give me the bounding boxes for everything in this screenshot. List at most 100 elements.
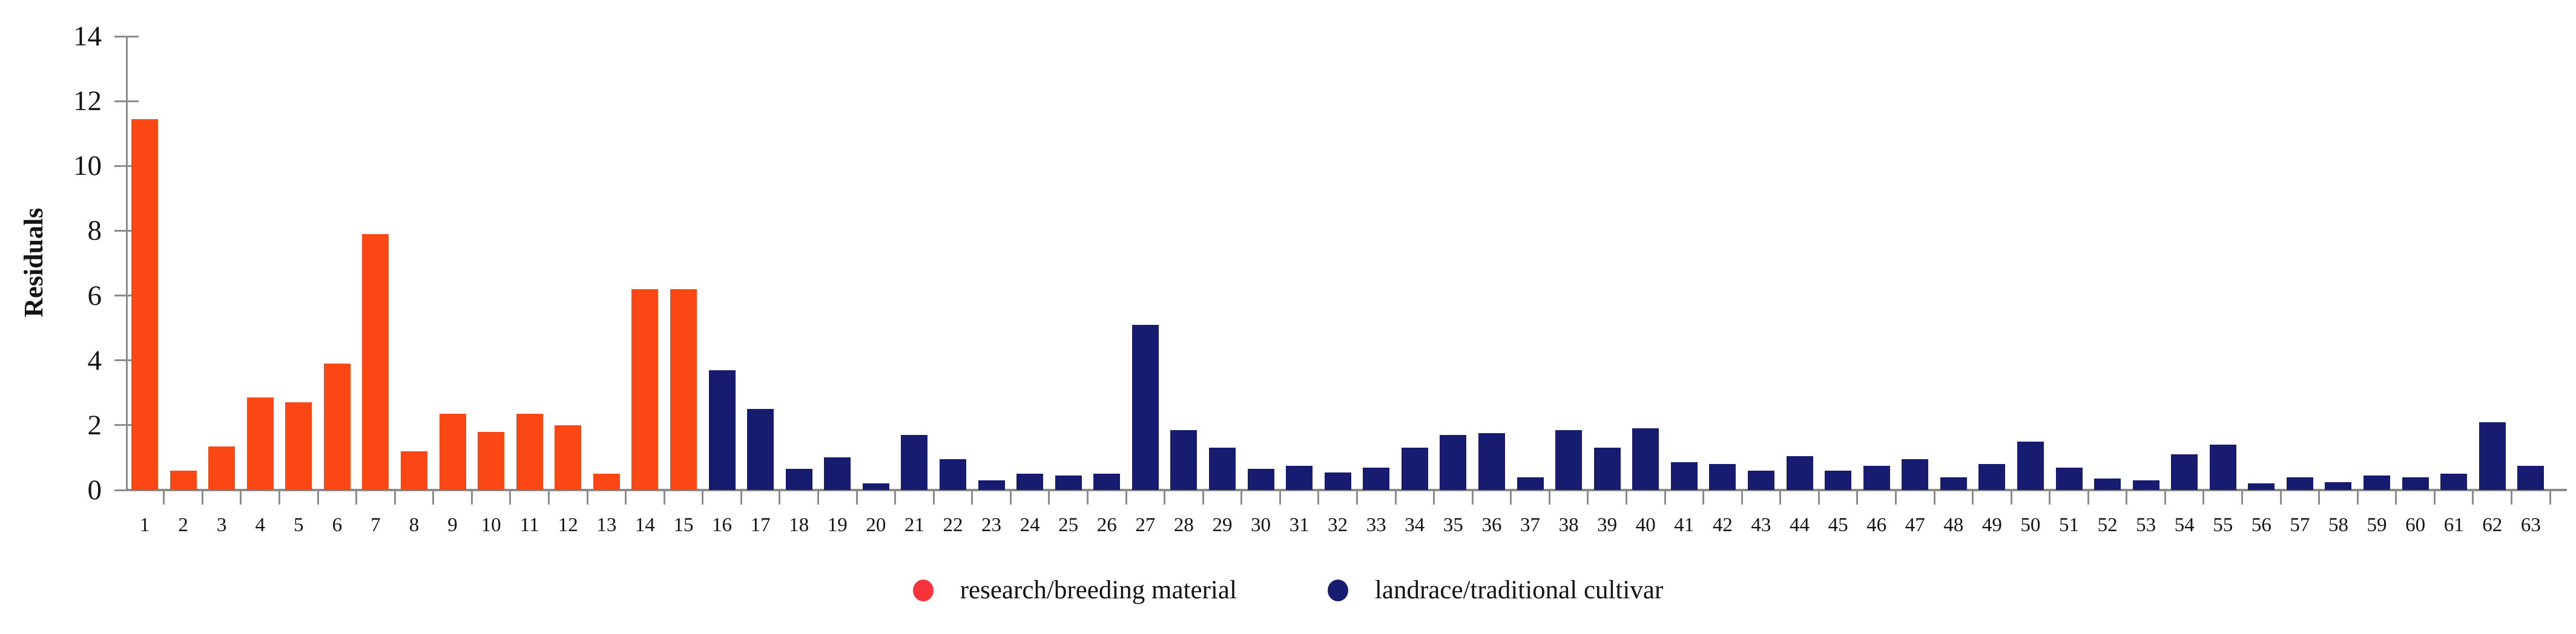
x-tick-mark [2049, 491, 2051, 505]
x-tick-mark [1279, 491, 1281, 505]
x-tick-label: 23 [981, 514, 1002, 536]
bar [1593, 448, 1621, 490]
x-tick-mark [240, 491, 242, 505]
y-tick-label: 2 [87, 409, 102, 441]
x-tick-mark [509, 491, 512, 505]
bar [1670, 462, 1698, 490]
x-tick-label: 34 [1405, 514, 1425, 536]
x-tick-mark [2126, 491, 2128, 505]
bar [2248, 483, 2275, 490]
x-tick-mark [317, 491, 319, 505]
x-tick-label: 12 [558, 514, 578, 536]
bar [1825, 470, 1852, 490]
y-tick-label: 14 [73, 21, 102, 52]
bar [1247, 469, 1274, 490]
x-tick-mark [2433, 491, 2436, 505]
x-tick-label: 27 [1135, 514, 1156, 536]
x-tick-mark [2395, 491, 2397, 505]
x-tick-label: 5 [294, 514, 304, 536]
y-tick-mark [114, 359, 139, 362]
x-tick-mark [2511, 491, 2513, 505]
bar [1170, 430, 1197, 490]
x-tick-label: 46 [1866, 514, 1887, 536]
navy-dot-icon [1327, 580, 1348, 601]
bar [2055, 467, 2083, 490]
bar [2325, 482, 2352, 490]
x-tick-mark [702, 491, 704, 505]
legend: research/breeding material landrace/trad… [0, 572, 2576, 609]
bar [439, 414, 466, 490]
bar [400, 451, 427, 490]
bar [208, 446, 236, 490]
x-tick-label: 42 [1712, 514, 1733, 536]
x-tick-mark [817, 491, 819, 505]
x-tick-mark [894, 491, 897, 505]
y-tick-mark [114, 424, 139, 426]
x-tick-label: 47 [1905, 514, 1925, 536]
x-tick-mark [586, 491, 588, 505]
x-tick-label: 15 [673, 514, 694, 536]
bar [670, 289, 697, 490]
bar [2479, 422, 2506, 490]
x-tick-label: 24 [1020, 514, 1040, 536]
x-tick-label: 33 [1366, 514, 1386, 536]
bar [593, 474, 620, 490]
bar [1709, 464, 1736, 490]
y-axis-title: Residuals [19, 208, 48, 318]
x-tick-mark [1817, 491, 1820, 505]
legend-label: landrace/traditional cultivar [1374, 576, 1664, 604]
bar [1517, 477, 1544, 490]
x-tick-mark [2549, 491, 2551, 505]
x-tick-mark [1741, 491, 1743, 505]
bar [362, 234, 389, 490]
x-tick-label: 2 [178, 514, 188, 536]
x-tick-mark [1086, 491, 1089, 505]
x-tick-mark [355, 491, 358, 505]
x-tick-mark [1009, 491, 1012, 505]
x-tick-label: 35 [1443, 514, 1463, 536]
bar [2440, 474, 2468, 490]
x-tick-label: 14 [634, 514, 655, 536]
x-tick-label: 38 [1558, 514, 1579, 536]
y-tick-label: 12 [73, 85, 102, 117]
x-tick-mark [971, 491, 973, 505]
x-tick-label: 39 [1597, 514, 1618, 536]
y-tick-mark [114, 295, 139, 297]
x-tick-label: 26 [1096, 514, 1117, 536]
x-tick-mark [2279, 491, 2282, 505]
x-tick-label: 32 [1328, 514, 1348, 536]
bar [2132, 480, 2159, 490]
x-tick-mark [663, 491, 665, 505]
y-tick-label: 0 [87, 474, 102, 506]
x-tick-mark [779, 491, 781, 505]
x-tick-mark [201, 491, 203, 505]
bar [1016, 474, 1044, 490]
x-tick-mark [1433, 491, 1435, 505]
x-tick-label: 44 [1790, 514, 1810, 536]
x-tick-label: 36 [1481, 514, 1502, 536]
x-tick-label: 1 [139, 514, 150, 536]
bar [978, 480, 1005, 490]
x-tick-label: 7 [371, 514, 381, 536]
bar [2517, 465, 2545, 490]
bar [2286, 477, 2313, 490]
bar [1978, 464, 2006, 490]
bar [631, 289, 659, 490]
x-tick-mark [2241, 491, 2244, 505]
x-tick-label: 10 [481, 514, 501, 536]
bar [939, 459, 966, 490]
bar [862, 483, 889, 490]
bar [1747, 470, 1774, 490]
bar [1401, 448, 1428, 490]
x-tick-label: 62 [2482, 514, 2503, 536]
bar [1902, 459, 1929, 490]
x-tick-label: 41 [1674, 514, 1695, 536]
x-tick-label: 55 [2213, 514, 2233, 536]
bar [1093, 474, 1121, 490]
x-tick-mark [1164, 491, 1166, 505]
x-tick-label: 49 [1981, 514, 2002, 536]
x-tick-label: 8 [409, 514, 420, 536]
x-tick-label: 22 [943, 514, 963, 536]
y-tick-mark [114, 35, 139, 38]
y-tick-label: 8 [87, 215, 102, 247]
